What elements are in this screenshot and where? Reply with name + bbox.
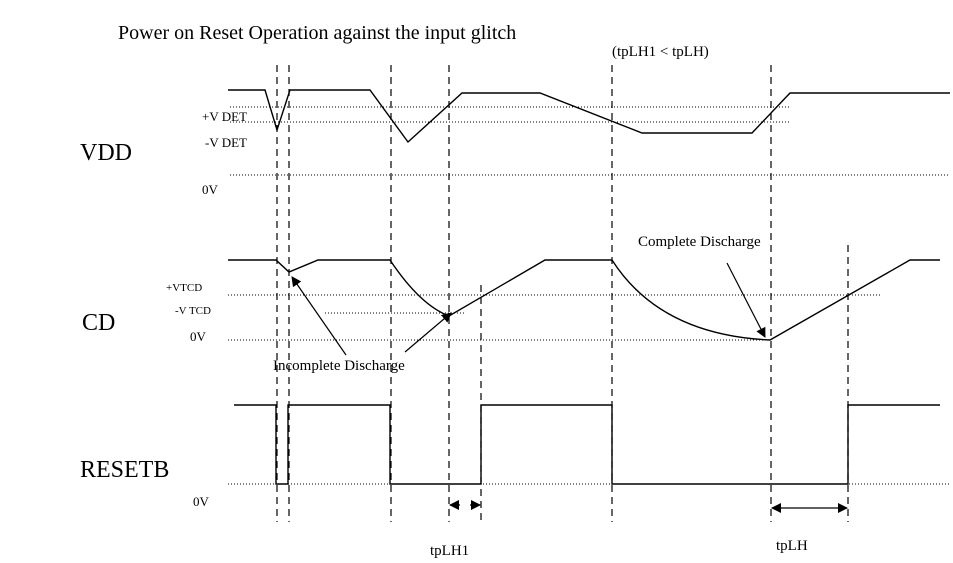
dashed-guides xyxy=(276,65,849,522)
vdd-label: VDD xyxy=(80,140,132,166)
cd-minus-threshold: -V TCD xyxy=(175,305,211,317)
vdd-zero: 0V xyxy=(202,182,219,197)
vdd-section: VDD +V DET -V DET 0V xyxy=(80,89,950,197)
title: Power on Reset Operation against the inp… xyxy=(118,22,516,44)
cd-zero: 0V xyxy=(190,329,207,344)
cd-section: CD +VTCD -V TCD 0V Incomplete Discharge … xyxy=(82,234,940,374)
note: (tpLH1 < tpLH) xyxy=(612,44,709,60)
incomplete-discharge: Incomplete Discharge xyxy=(273,358,405,374)
timing-arrows: tpLH1 tpLH xyxy=(430,500,848,559)
resetb-section: RESETB 0V xyxy=(80,404,950,509)
tplh1-label: tpLH1 xyxy=(430,543,469,559)
vdd-plus-threshold: +V DET xyxy=(202,109,247,124)
complete-discharge: Complete Discharge xyxy=(638,234,761,250)
resetb-zero: 0V xyxy=(193,494,210,509)
cd-label: CD xyxy=(82,310,115,336)
resetb-label: RESETB xyxy=(80,457,169,483)
cd-plus-threshold: +VTCD xyxy=(166,282,202,294)
vdd-minus-threshold: -V DET xyxy=(205,135,247,150)
tplh-label: tpLH xyxy=(776,538,808,554)
